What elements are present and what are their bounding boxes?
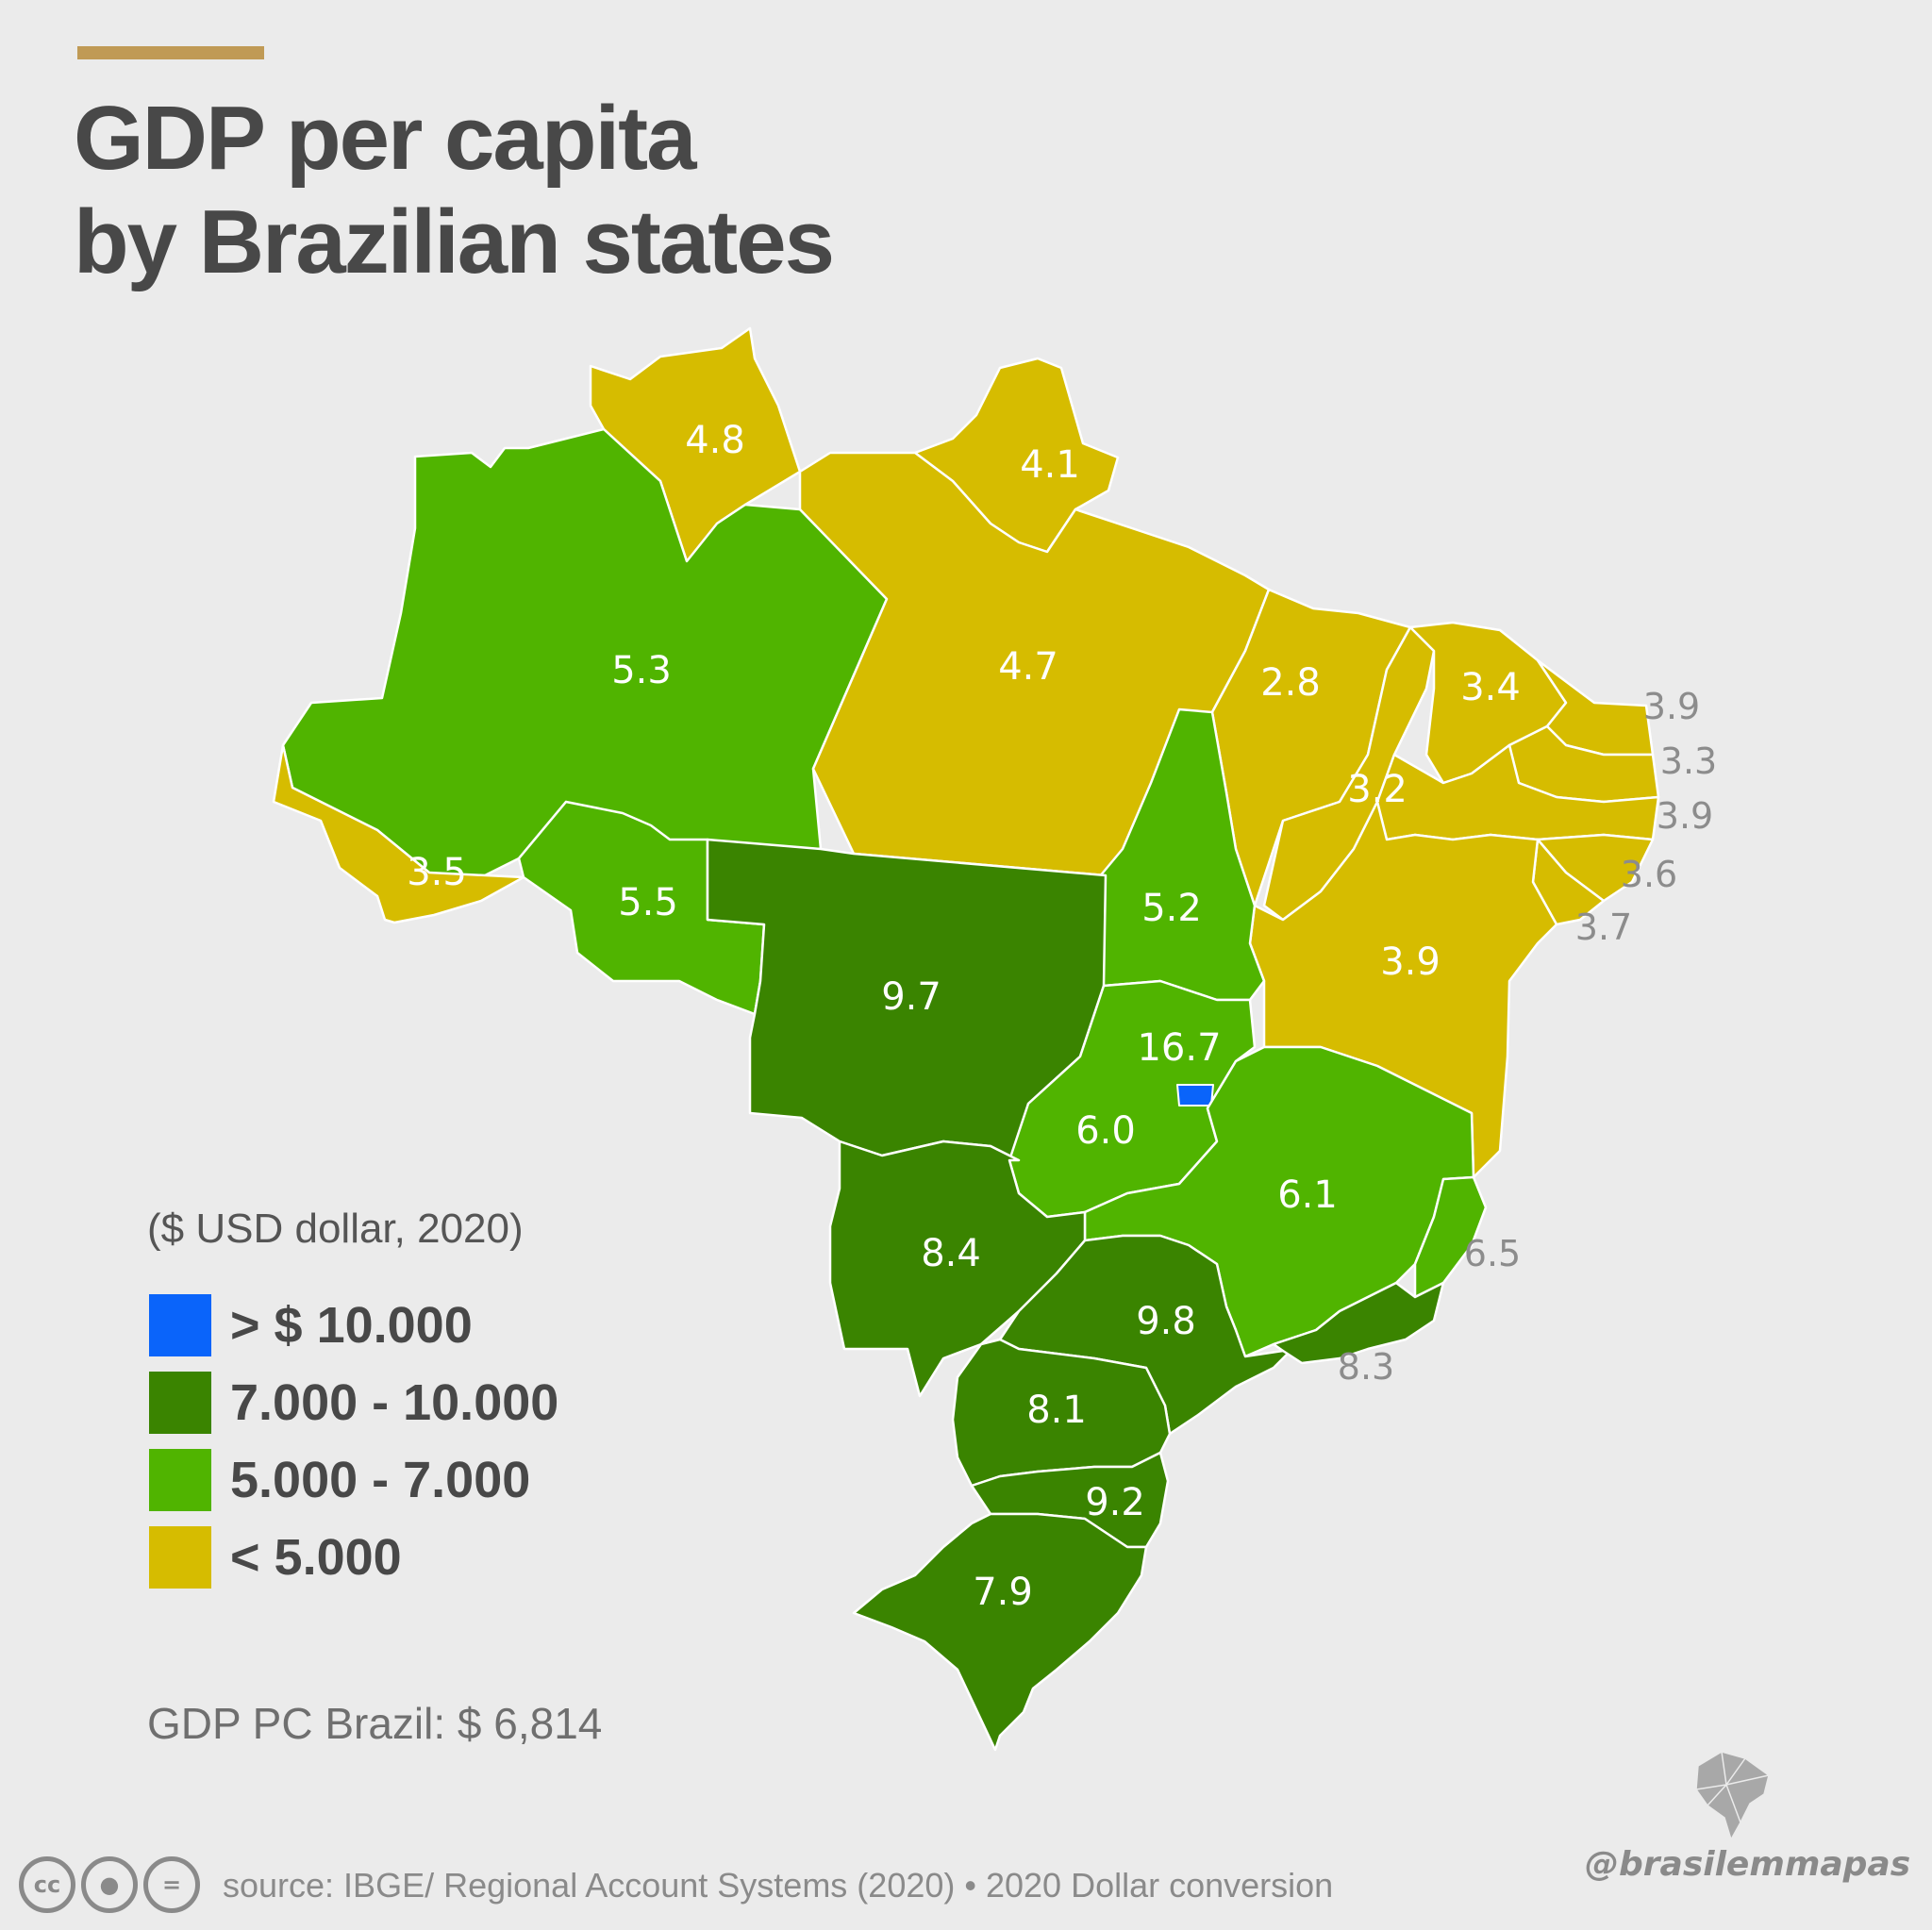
- state-value-label: 6.1: [1277, 1173, 1338, 1217]
- legend-label: < 5.000: [230, 1529, 402, 1586]
- state-value-label: 5.2: [1141, 887, 1202, 930]
- state-value-label: 8.4: [921, 1232, 981, 1275]
- state-value-labels: 4.8 4.1 5.3 4.7 2.8 3.4 3.9 3.3 3.9 3.6 3.7 3.2 3.5 5…: [407, 419, 1717, 1614]
- state-value-label: 6.0: [1075, 1109, 1136, 1153]
- cc-icon: cc: [19, 1856, 75, 1913]
- license-icons: cc ● =: [19, 1856, 206, 1913]
- state-value-label: 8.3: [1338, 1346, 1394, 1388]
- state-ac: [272, 743, 525, 924]
- state-value-label: 3.4: [1460, 666, 1521, 709]
- national-gdp-note: GDP PC Brazil: $ 6,814: [147, 1699, 603, 1748]
- legend-item-below-5000: < 5.000: [149, 1526, 558, 1589]
- state-regions: [272, 326, 1660, 1752]
- state-value-label: 3.9: [1380, 940, 1441, 984]
- state-value-label: 3.2: [1347, 768, 1407, 811]
- units-note: ($ USD dollar, 2020): [147, 1206, 524, 1252]
- state-value-label: 16.7: [1137, 1026, 1221, 1070]
- state-value-label: 3.5: [407, 851, 467, 894]
- legend: > $ 10.000 7.000 - 10.000 5.000 - 7.000 …: [149, 1294, 559, 1605]
- state-value-label: 4.7: [998, 645, 1058, 689]
- legend-swatch: [149, 1449, 211, 1511]
- state-df: [1176, 1084, 1214, 1106]
- legend-item-7000-10000: 7.000 - 10.000: [149, 1372, 559, 1434]
- title-line-2: by Brazilian states: [74, 191, 835, 292]
- state-value-label: 4.1: [1020, 443, 1080, 487]
- legend-swatch: [149, 1526, 211, 1589]
- state-value-label: 9.2: [1085, 1481, 1145, 1524]
- legend-label: 5.000 - 7.000: [230, 1452, 531, 1508]
- state-value-label: 3.3: [1660, 740, 1717, 782]
- attribution-icon: ●: [81, 1856, 138, 1913]
- state-value-label: 9.7: [881, 975, 941, 1019]
- legend-item-5000-7000: 5.000 - 7.000: [149, 1449, 558, 1511]
- state-value-label: 9.8: [1136, 1300, 1196, 1343]
- title-line-1: GDP per capita: [74, 88, 696, 189]
- state-value-label: 4.8: [685, 419, 745, 462]
- state-ms: [828, 1140, 1087, 1398]
- state-value-label: 3.9: [1643, 686, 1700, 727]
- author-handle: @brasilemmapas: [1585, 1845, 1911, 1884]
- state-value-label: 6.5: [1464, 1233, 1521, 1274]
- state-value-label: 8.1: [1026, 1389, 1087, 1432]
- state-rs: [852, 1512, 1148, 1752]
- state-value-label: 3.9: [1657, 795, 1713, 837]
- state-value-label: 3.6: [1621, 854, 1677, 895]
- page-title: GDP per capita by Brazilian states: [74, 87, 835, 294]
- state-value-label: 5.5: [618, 881, 678, 924]
- state-value-label: 3.7: [1575, 907, 1632, 948]
- accent-bar: [77, 46, 264, 59]
- state-value-label: 2.8: [1260, 661, 1321, 705]
- state-rj: [1272, 1281, 1445, 1365]
- brazil-logo-icon: [1695, 1751, 1770, 1841]
- state-value-label: 7.9: [973, 1571, 1033, 1614]
- legend-swatch: [149, 1294, 211, 1356]
- legend-swatch: [149, 1372, 211, 1434]
- no-derivatives-icon: =: [143, 1856, 200, 1913]
- legend-item-above-10000: > $ 10.000: [149, 1294, 558, 1356]
- legend-label: 7.000 - 10.000: [230, 1374, 559, 1431]
- legend-label: > $ 10.000: [230, 1297, 473, 1354]
- state-value-label: 5.3: [611, 649, 672, 692]
- source-note: source: IBGE/ Regional Account Systems (…: [223, 1866, 1334, 1905]
